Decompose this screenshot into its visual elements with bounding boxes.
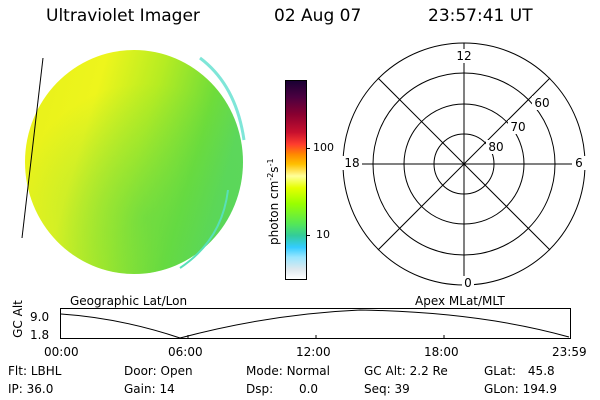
colorbar bbox=[285, 80, 307, 280]
apex-coords-label: Apex MLat/MLT bbox=[415, 294, 505, 308]
colorbar-tick-10-mark bbox=[306, 235, 310, 236]
status-dsp: Dsp: 0.0 bbox=[246, 382, 319, 396]
status-gain: Gain: 14 bbox=[124, 382, 175, 396]
mlt-label-0: 0 bbox=[464, 276, 472, 290]
status-gc-alt: GC Alt: 2.2 Re bbox=[364, 364, 448, 378]
status-glon: GLon: 194.9 bbox=[484, 382, 557, 396]
colorbar-tick-10: 10 bbox=[316, 228, 330, 241]
colorbar-tick-100-mark bbox=[306, 148, 310, 149]
status-door: Door: Open bbox=[124, 364, 193, 378]
status-glat: GLat: 45.8 bbox=[484, 364, 555, 378]
time-label: 23:57:41 UT bbox=[428, 6, 533, 26]
orbit-altitude-plot bbox=[60, 308, 571, 339]
orbit-x-tick-0000: 00:00 bbox=[44, 345, 79, 359]
disc-limb-edge bbox=[199, 56, 246, 141]
geographic-coords-label: Geographic Lat/Lon bbox=[70, 294, 188, 308]
date-label: 02 Aug 07 bbox=[274, 6, 362, 26]
polar-grid: 12 18 6 0 60 70 80 bbox=[342, 42, 586, 290]
orbit-x-tick-0600: 06:00 bbox=[168, 345, 203, 359]
status-ip: IP: 36.0 bbox=[8, 382, 54, 396]
orbit-x-tick-1200: 12:00 bbox=[296, 345, 331, 359]
orbit-altitude-curve bbox=[60, 309, 570, 339]
orbit-plot-ylabel: GC Alt bbox=[11, 300, 25, 338]
mlt-label-18: 18 bbox=[344, 156, 359, 170]
mlt-label-12: 12 bbox=[456, 49, 471, 63]
terminator-line bbox=[21, 57, 44, 239]
lat-label-60: 60 bbox=[534, 96, 549, 110]
colorbar-tick-100: 100 bbox=[313, 141, 334, 154]
geographic-image bbox=[21, 50, 246, 274]
mlt-label-6: 6 bbox=[575, 156, 583, 170]
lat-label-70: 70 bbox=[510, 120, 525, 134]
status-seq: Seq: 39 bbox=[364, 382, 410, 396]
status-mode: Mode: Normal bbox=[246, 364, 330, 378]
orbit-y-tick-max: 9.0 bbox=[30, 310, 50, 324]
instrument-title: Ultraviolet Imager bbox=[46, 6, 200, 26]
colorbar-label: photon cm-2s-1 bbox=[266, 158, 281, 245]
status-filter: Flt: LBHL bbox=[8, 364, 62, 378]
lat-label-80: 80 bbox=[488, 140, 503, 154]
orbit-x-tick-1800: 18:00 bbox=[424, 345, 459, 359]
orbit-x-tick-2359: 23:59 bbox=[552, 345, 587, 359]
orbit-y-tick-min: 1.8 bbox=[30, 328, 50, 342]
